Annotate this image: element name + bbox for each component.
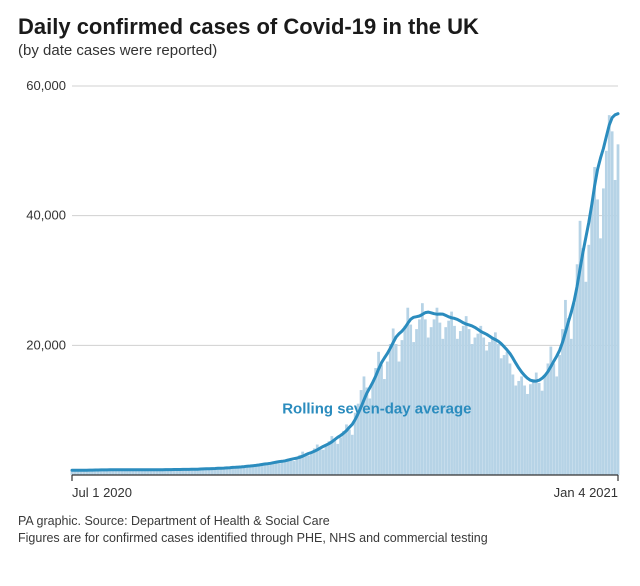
daily-bar <box>500 358 503 475</box>
daily-bar <box>465 316 468 475</box>
daily-bar <box>281 462 284 475</box>
daily-bar <box>538 383 541 475</box>
daily-bar <box>433 319 436 475</box>
rolling-average-label: Rolling seven-day average <box>282 400 471 417</box>
daily-bar <box>293 461 296 475</box>
chart-subtitle: (by date cases were reported) <box>18 42 622 59</box>
chart-svg: 20,000 40,000 60,000 Jul 1 2020 Jan 4 2021 Ro… <box>18 65 622 503</box>
daily-bar <box>526 394 529 475</box>
y-tick-label: 20,000 <box>26 337 66 352</box>
daily-bar <box>398 362 401 475</box>
daily-bar <box>573 303 576 475</box>
daily-bar <box>599 238 602 475</box>
daily-bar <box>529 384 532 475</box>
daily-bar <box>608 115 611 475</box>
daily-bar <box>450 312 453 475</box>
chart-plot-area: 20,000 40,000 60,000 Jul 1 2020 Jan 4 2021 Ro… <box>18 65 622 503</box>
daily-bar <box>587 245 590 475</box>
daily-bar <box>558 355 561 475</box>
daily-bar <box>614 180 617 475</box>
daily-bar <box>488 342 491 475</box>
daily-bar <box>523 386 526 475</box>
daily-bar <box>476 334 479 475</box>
y-tick-label: 40,000 <box>26 208 66 223</box>
daily-bar <box>520 376 523 475</box>
daily-bar <box>482 338 485 475</box>
daily-bar <box>514 386 517 475</box>
daily-bar <box>602 188 605 475</box>
daily-bar <box>611 131 614 475</box>
daily-bar <box>363 376 366 475</box>
daily-bar <box>494 332 497 475</box>
daily-bar <box>436 308 439 475</box>
daily-bar <box>342 431 345 475</box>
daily-bar <box>290 460 293 475</box>
daily-bar <box>590 206 593 475</box>
daily-bar <box>544 376 547 475</box>
daily-bar <box>333 440 336 475</box>
daily-bar <box>421 303 424 475</box>
daily-bar <box>374 368 377 475</box>
daily-bar <box>447 321 450 475</box>
daily-bar <box>319 447 322 475</box>
daily-bar <box>348 430 351 475</box>
daily-bar <box>561 329 564 475</box>
daily-bar <box>275 462 278 475</box>
daily-bar <box>351 435 354 475</box>
daily-bar <box>555 376 558 475</box>
daily-bar <box>517 381 520 475</box>
daily-bar <box>479 326 482 475</box>
daily-bar <box>552 363 555 475</box>
daily-bar <box>503 355 506 475</box>
daily-bar <box>593 167 596 475</box>
daily-bar <box>541 391 544 475</box>
daily-bar <box>585 282 588 475</box>
chart-footer: PA graphic. Source: Department of Health… <box>18 513 622 547</box>
daily-bar <box>380 365 383 475</box>
daily-bar <box>424 319 427 475</box>
daily-bar <box>371 383 374 475</box>
daily-bar <box>532 379 535 475</box>
daily-bar <box>307 456 310 475</box>
daily-bar <box>339 437 342 475</box>
daily-bar <box>406 308 409 475</box>
y-tick-label: 60,000 <box>26 78 66 93</box>
daily-bar <box>249 467 252 475</box>
daily-bar <box>386 362 389 475</box>
daily-bar <box>567 318 570 475</box>
chart-title: Daily confirmed cases of Covid-19 in the… <box>18 14 622 40</box>
daily-bar <box>278 463 281 475</box>
daily-bar <box>322 450 325 475</box>
daily-bar <box>310 452 313 475</box>
daily-bar <box>328 441 331 475</box>
footer-source: PA graphic. Source: Department of Health… <box>18 514 330 528</box>
daily-bar <box>509 363 512 475</box>
daily-bar <box>383 379 386 475</box>
daily-bar <box>491 338 494 475</box>
daily-bar <box>266 464 269 475</box>
daily-bar <box>295 458 298 475</box>
daily-bar <box>605 151 608 475</box>
x-end-label: Jan 4 2021 <box>554 485 618 500</box>
daily-bar <box>512 375 515 476</box>
daily-bar <box>535 373 538 475</box>
daily-bar <box>336 444 339 475</box>
daily-bar <box>485 351 488 475</box>
daily-bar <box>325 446 328 475</box>
x-start-label: Jul 1 2020 <box>72 485 132 500</box>
daily-bar <box>617 144 620 475</box>
daily-bar <box>474 338 477 475</box>
daily-bar <box>570 339 573 475</box>
daily-bar <box>547 363 550 475</box>
footer-note: Figures are for confirmed cases identifi… <box>18 530 622 547</box>
daily-bar <box>506 352 509 475</box>
daily-bar <box>418 319 421 475</box>
daily-bar <box>497 344 500 475</box>
daily-bar <box>439 323 442 475</box>
daily-bar <box>596 199 599 475</box>
daily-bar <box>263 465 266 475</box>
daily-bar <box>582 248 585 475</box>
